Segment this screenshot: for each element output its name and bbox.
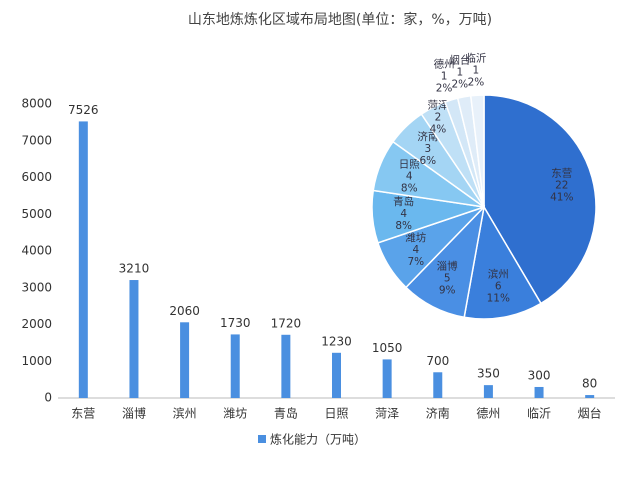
slice-percent: 4% [430, 123, 447, 135]
y-tick-label: 1000 [21, 354, 52, 368]
bar [281, 334, 291, 398]
bar [585, 395, 595, 398]
value-label: 1050 [372, 341, 403, 355]
slice-value: 1 [473, 65, 480, 77]
slice-category: 潍坊 [405, 231, 426, 244]
y-tick-label: 4000 [21, 244, 52, 258]
slice-percent: 2% [436, 82, 453, 94]
y-tick-label: 5000 [21, 207, 52, 221]
x-tick-label: 滨州 [173, 406, 197, 421]
slice-category: 淄博 [437, 260, 458, 273]
value-label: 1230 [321, 334, 352, 348]
chart-title: 山东地炼炼化区域布局地图(单位：家，%，万吨) [188, 11, 492, 28]
bar [332, 352, 341, 398]
slice-percent: 2% [468, 77, 485, 89]
slice-percent: 7% [407, 256, 424, 268]
slice-percent: 9% [439, 285, 456, 297]
slice-value: 1 [456, 67, 463, 79]
x-tick-label: 青岛 [274, 406, 298, 421]
x-tick-label: 济南 [426, 406, 450, 421]
slice-value: 2 [435, 111, 442, 123]
slice-percent: 6% [419, 155, 436, 167]
y-tick-label: 3000 [21, 280, 52, 294]
slice-category: 菏泽 [427, 99, 448, 111]
slice-category: 日照 [399, 159, 420, 171]
slice-category: 烟台 [449, 54, 470, 67]
value-label: 80 [582, 377, 597, 391]
bar [382, 359, 392, 398]
slice-value: 6 [495, 280, 502, 292]
slice-category: 滨州 [488, 267, 509, 280]
bar [230, 334, 240, 398]
legend-swatch [258, 435, 266, 443]
y-tick-label: 7000 [21, 133, 52, 147]
slice-category: 济南 [417, 130, 438, 143]
pie-slice [483, 94, 597, 305]
value-label: 1730 [220, 316, 251, 330]
slice-value: 4 [400, 208, 407, 220]
x-tick-label: 菏泽 [375, 407, 399, 421]
slice-percent: 8% [401, 183, 418, 195]
x-tick-label: 德州 [476, 406, 500, 421]
slice-percent: 11% [487, 292, 510, 304]
bar [433, 372, 443, 398]
x-tick-label: 烟台 [578, 406, 602, 421]
value-label: 350 [477, 367, 500, 381]
y-tick-label: 0 [44, 391, 52, 405]
slice-percent: 41% [550, 192, 573, 204]
slice-percent: 2% [451, 79, 468, 91]
bar [534, 386, 544, 398]
slice-value: 1 [441, 70, 448, 82]
slice-category: 临沂 [465, 52, 486, 65]
y-tick-label: 2000 [21, 317, 52, 331]
value-label: 7526 [68, 103, 99, 117]
slice-category: 青岛 [393, 195, 414, 208]
pie-slice [469, 94, 485, 208]
slice-value: 5 [444, 273, 451, 285]
legend-label: 炼化能力（万吨） [270, 432, 366, 447]
x-tick-label: 淄博 [122, 406, 146, 421]
bar [78, 121, 88, 399]
slice-category: 德州 [434, 57, 455, 70]
value-label: 300 [528, 368, 551, 382]
value-label: 1720 [271, 316, 302, 330]
slice-value: 4 [406, 171, 413, 183]
bar [180, 322, 190, 398]
x-tick-label: 日照 [324, 407, 348, 421]
y-tick-label: 6000 [21, 170, 52, 184]
pie-slice [463, 204, 542, 320]
x-tick-label: 潍坊 [223, 406, 247, 421]
value-label: 700 [426, 354, 449, 368]
x-tick-label: 临沂 [527, 407, 551, 421]
slice-value: 3 [424, 143, 431, 155]
x-tick-label: 东营 [71, 407, 95, 421]
slice-percent: 8% [395, 220, 412, 232]
bar [483, 385, 493, 398]
value-label: 3210 [119, 262, 150, 276]
y-tick-label: 8000 [21, 97, 52, 111]
slice-value: 4 [412, 244, 419, 256]
slice-category: 东营 [551, 167, 572, 180]
bar [129, 280, 139, 398]
value-label: 2060 [169, 304, 200, 318]
slice-value: 22 [555, 180, 568, 192]
